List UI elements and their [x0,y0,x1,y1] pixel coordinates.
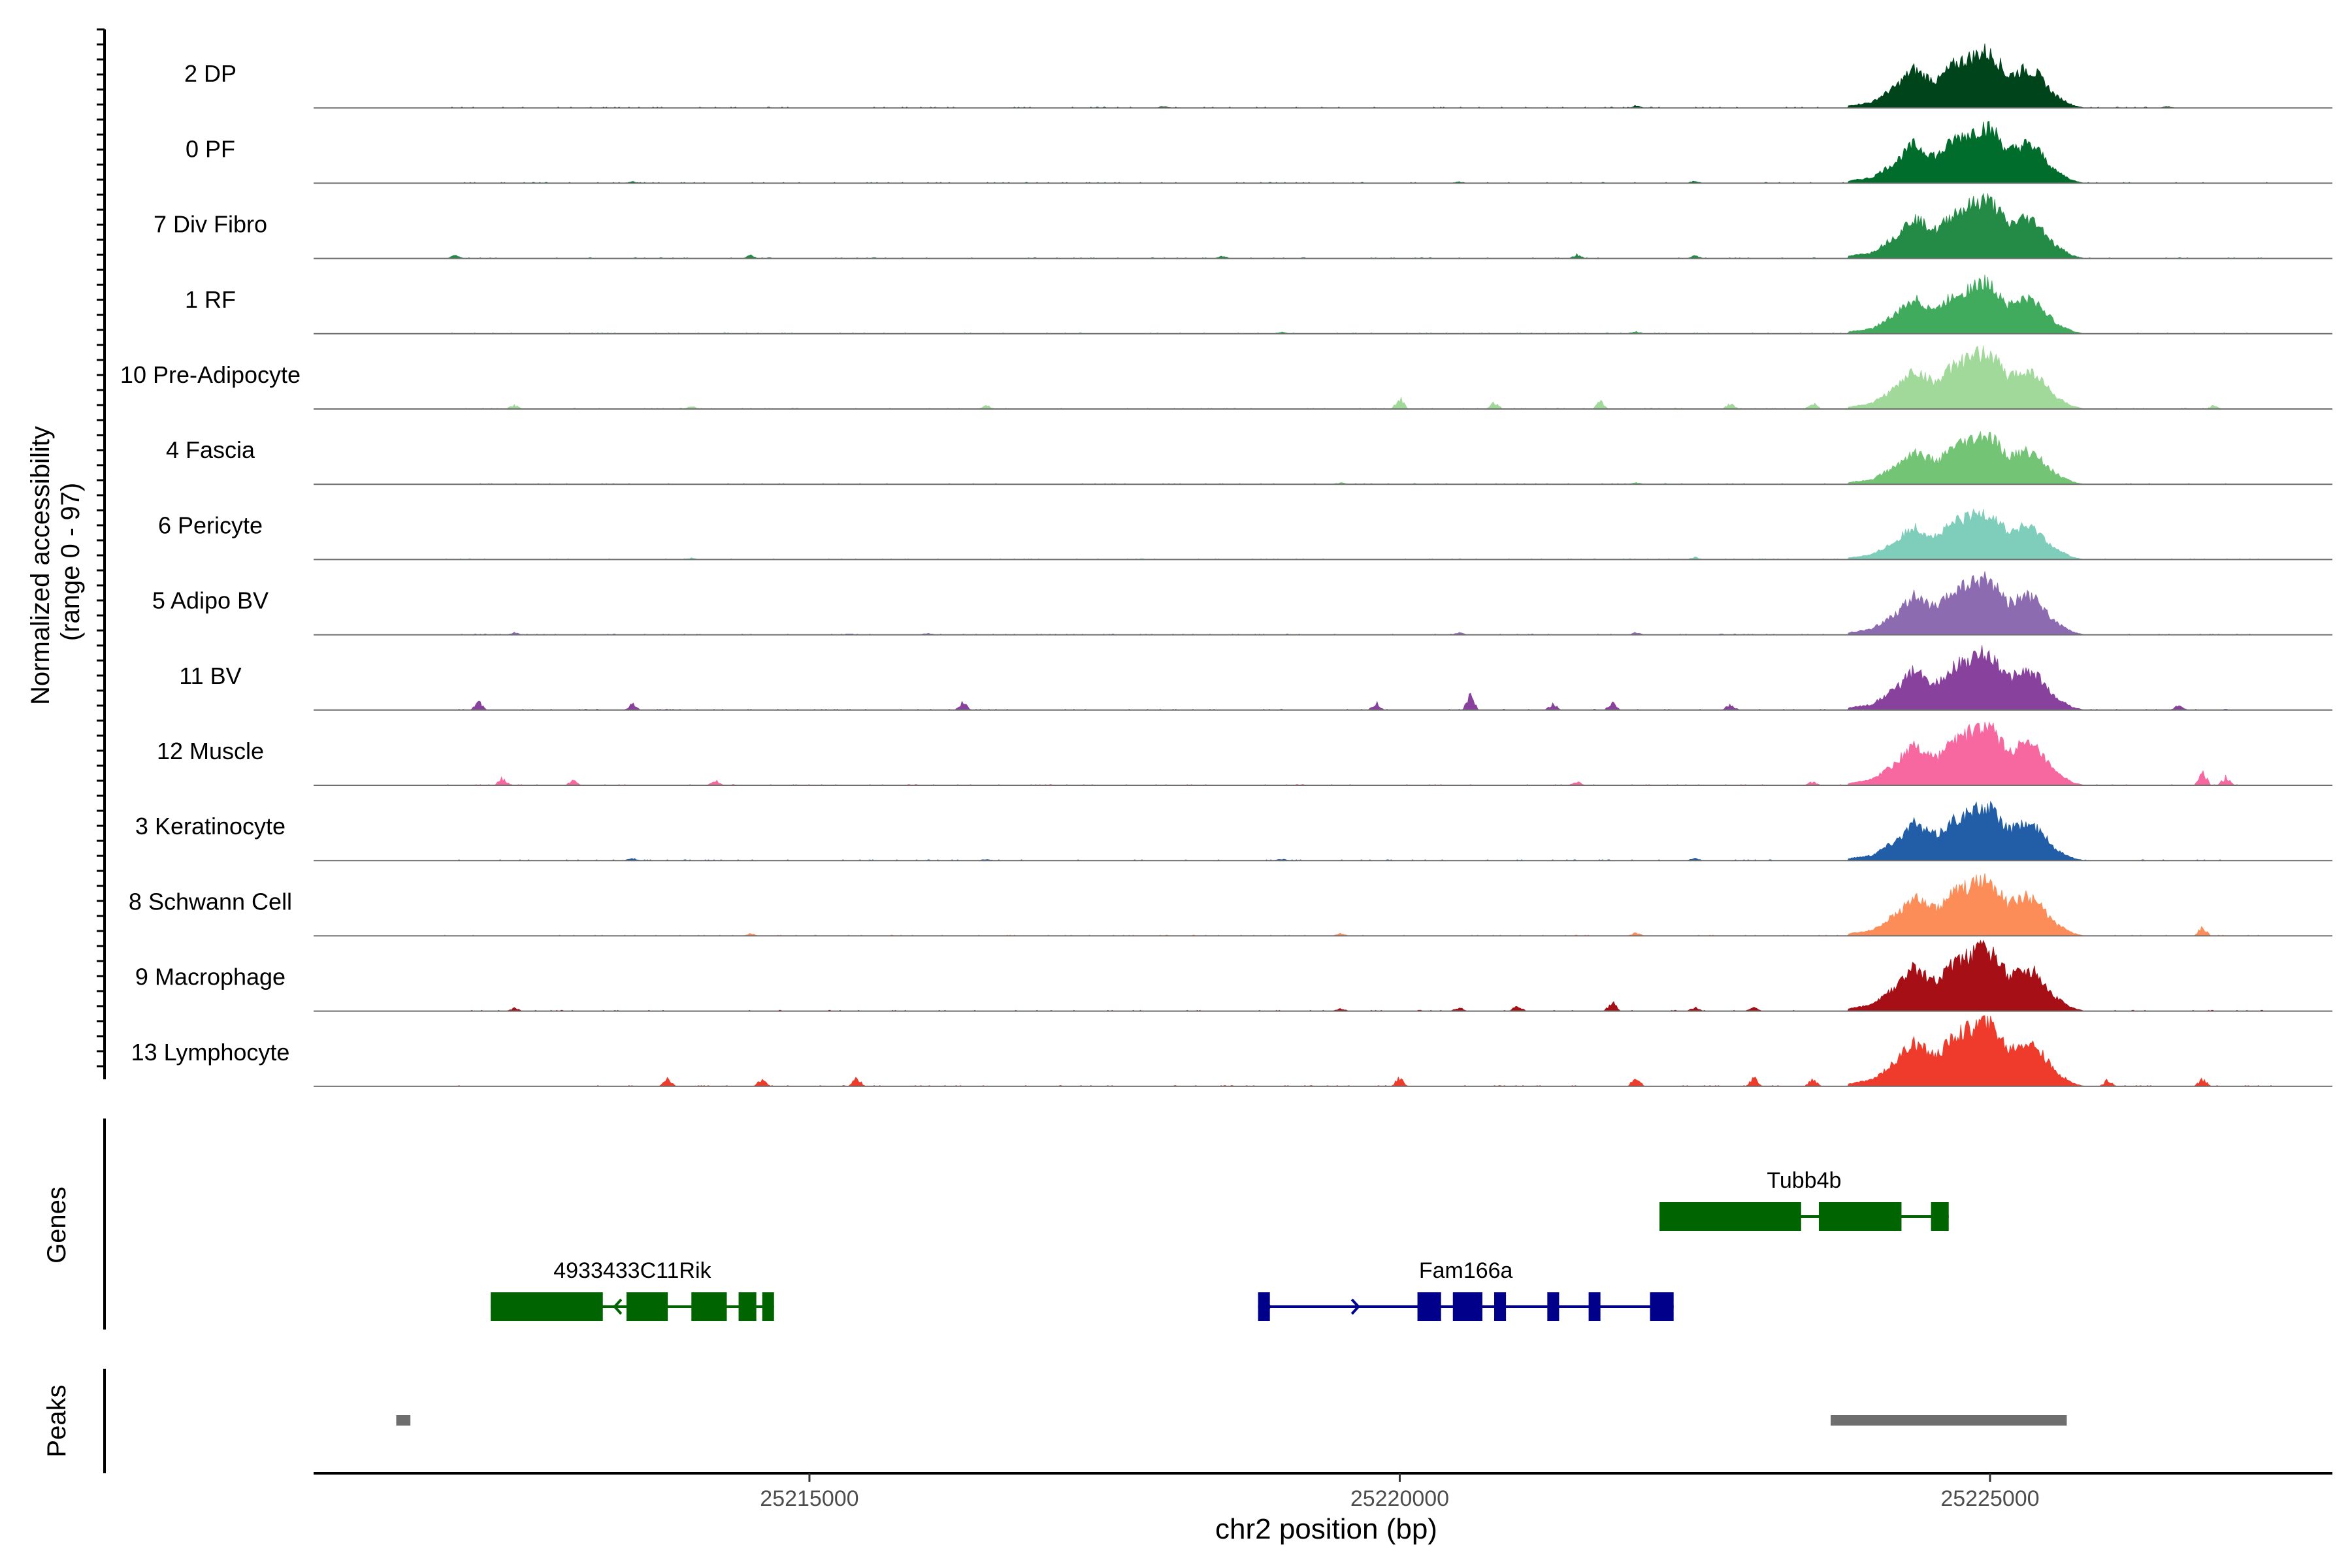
gene-label: Fam166a [1419,1258,1513,1283]
gene-label: 4933433C11Rik [553,1258,711,1283]
coverage-section: Normalized accessibility (range 0 - 97) … [26,28,2332,1087]
track-11-bv: 11 BV [179,645,2332,711]
x-tick-label: 25225000 [1940,1486,2039,1511]
track-3-keratinocyte: 3 Keratinocyte [135,800,2332,862]
gene-exon [1547,1292,1560,1321]
x-tick-label: 25220000 [1350,1486,1449,1511]
gene-exon [1494,1292,1507,1321]
track-label: 2 DP [184,60,237,87]
track-label: 8 Schwann Cell [129,888,292,915]
gene-exon [491,1292,603,1321]
track-label: 6 Pericyte [158,512,263,538]
coverage-area [443,645,2274,711]
coverage-area [443,800,2274,861]
gene-exon [1659,1202,1801,1231]
coverage-area [443,120,2274,184]
track-label: 1 RF [185,286,236,313]
gene-exon [1258,1292,1270,1321]
coverage-y-ticks [97,28,105,1068]
coverage-area [443,43,2274,108]
coverage-area [443,939,2274,1012]
track-12-muscle: 12 Muscle [157,721,2332,786]
coverage-area [443,571,2274,636]
peaks-axis-label: Peaks [42,1384,71,1457]
track-2-dp: 2 DP [184,43,2332,109]
coverage-area [443,1015,2274,1087]
coverage-area [443,193,2274,259]
strand-arrow [1350,1298,1360,1315]
track-label: 0 PF [186,135,235,162]
coverage-area [442,873,2274,936]
x-axis: 25215000 25220000 25225000 chr2 position (… [314,1472,2332,1545]
gene-exon [1452,1292,1482,1321]
gene-label: Tubb4b [1767,1168,1841,1193]
peaks-section: Peaks [42,1369,2067,1473]
track-label: 10 Pre-Adipocyte [120,361,301,388]
genes-axis-label: Genes [42,1186,71,1264]
gene-fam166a: Fam166a [1258,1258,1674,1321]
gene-exon [1650,1292,1674,1321]
coverage-y-axis-label: Normalized accessibility (range 0 - 97) [26,419,85,705]
gene-exon [626,1292,668,1321]
track-label: 5 Adipo BV [152,587,269,614]
coverage-area [443,345,2274,410]
coverage-area [443,721,2274,786]
peaks [396,1415,2067,1426]
track-6-pericyte: 6 Pericyte [158,508,2332,561]
gene-tubb4b: Tubb4b [1659,1168,1949,1231]
track-label: 13 Lymphocyte [131,1039,290,1066]
coverage-y-axis-label-line-2: (range 0 - 97) [56,483,85,641]
track-7-div-fibro: 7 Div Fibro [154,193,2332,259]
track-4-fascia: 4 Fascia [166,431,2332,485]
strand-arrow [613,1298,623,1315]
coverage-area [443,431,2274,485]
coverage-area [443,274,2274,335]
track-10-pre-adipocyte: 10 Pre-Adipocyte [120,345,2332,410]
track-9-macrophage: 9 Macrophage [135,939,2332,1012]
track-5-adipo-bv: 5 Adipo BV [152,571,2332,636]
track-label: 9 Macrophage [135,964,286,990]
gene-exon [762,1292,774,1321]
gene-exon [1417,1292,1441,1321]
gene-exon [738,1292,757,1321]
track-13-lymphocyte: 13 Lymphocyte [131,1015,2332,1087]
x-tick-label: 25215000 [760,1486,858,1511]
track-label: 4 Fascia [166,436,255,463]
track-label: 12 Muscle [157,738,264,764]
track-label: 7 Div Fibro [154,211,267,238]
gene-4933433c11rik: 4933433C11Rik [491,1258,774,1321]
x-ticks: 25215000 25220000 25225000 [760,1473,2040,1511]
gene-exon [1588,1292,1601,1321]
tracks: 2 DP 0 PF 7 Div Fibro 1 RF 10 Pre-Adipocyte 4… [120,43,2332,1087]
gene-exon [691,1292,727,1321]
coverage-y-axis-label-line-1: Normalized accessibility [26,426,55,705]
x-axis-title: chr2 position (bp) [1215,1513,1437,1545]
genes-section: Genes Tubb4b 4933433C11Rik Fam166a [42,1119,1949,1330]
gene-exon [1818,1202,1902,1231]
track-label: 3 Keratinocyte [135,813,286,840]
track-8-schwann-cell: 8 Schwann Cell [129,873,2332,937]
peak-region [1831,1415,2067,1426]
track-0-pf: 0 PF [186,120,2332,184]
track-label: 11 BV [179,662,241,689]
coverage-area [443,508,2274,560]
genes: Tubb4b 4933433C11Rik Fam166a [491,1168,1949,1321]
gene-exon [1931,1202,1949,1231]
peak-region [396,1415,411,1426]
track-1-rf: 1 RF [185,274,2332,335]
